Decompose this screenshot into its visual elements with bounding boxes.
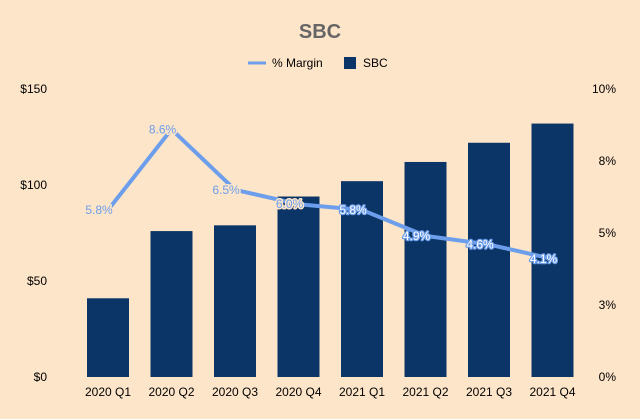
left-tick-label: $100 bbox=[20, 178, 47, 192]
sbc-bar bbox=[214, 225, 256, 377]
x-tick-label: 2021 Q1 bbox=[339, 385, 385, 399]
legend-margin-label: % Margin bbox=[272, 56, 323, 70]
sbc-bar bbox=[277, 196, 320, 377]
chart-title: SBC bbox=[299, 21, 341, 43]
x-tick-label: 2021 Q3 bbox=[466, 385, 512, 399]
x-tick-label: 2020 Q4 bbox=[275, 385, 321, 399]
left-tick-label: $0 bbox=[34, 370, 48, 384]
margin-data-label: 8.6% bbox=[149, 122, 177, 136]
right-tick-label: 5% bbox=[599, 226, 617, 240]
right-tick-label: 8% bbox=[599, 154, 617, 168]
right-tick-label: 10% bbox=[592, 82, 616, 96]
sbc-bars bbox=[87, 123, 574, 377]
legend-sbc-swatch bbox=[344, 57, 356, 69]
margin-data-label: 5.8% bbox=[339, 203, 367, 217]
left-axis: $0 $50 $100 $150 bbox=[20, 82, 47, 384]
margin-data-label: 4.9% bbox=[403, 229, 431, 243]
margin-labels: 5.8% 8.6% 6.5% 6.0% 5.8% 4.9% 4.6% 4.1% bbox=[84, 121, 559, 267]
sbc-bar bbox=[404, 161, 447, 377]
sbc-bar bbox=[531, 123, 574, 377]
left-tick-label: $150 bbox=[20, 82, 47, 96]
left-tick-label: $50 bbox=[27, 274, 47, 288]
x-axis: 2020 Q1 2020 Q2 2020 Q3 2020 Q4 2021 Q1 2021 … bbox=[85, 385, 576, 399]
margin-data-label: 6.0% bbox=[276, 197, 304, 211]
margin-line-path bbox=[106, 127, 555, 261]
right-tick-label: 3% bbox=[599, 298, 617, 312]
margin-data-label: 4.6% bbox=[466, 238, 494, 252]
margin-data-label: 4.1% bbox=[530, 252, 558, 266]
legend: % Margin SBC bbox=[248, 56, 388, 70]
margin-line bbox=[106, 127, 555, 261]
sbc-bar bbox=[87, 298, 129, 377]
x-tick-label: 2020 Q2 bbox=[148, 385, 194, 399]
right-tick-label: 0% bbox=[599, 370, 617, 384]
x-tick-label: 2020 Q1 bbox=[85, 385, 131, 399]
margin-data-label: 5.8% bbox=[85, 203, 113, 217]
right-axis: 0% 3% 5% 8% 10% bbox=[592, 82, 616, 384]
x-tick-label: 2021 Q4 bbox=[529, 385, 575, 399]
sbc-bar bbox=[150, 231, 193, 377]
x-tick-label: 2020 Q3 bbox=[212, 385, 258, 399]
sbc-bar bbox=[468, 142, 510, 377]
legend-sbc-label: SBC bbox=[363, 56, 388, 70]
margin-data-label: 6.5% bbox=[212, 183, 240, 197]
x-tick-label: 2021 Q2 bbox=[402, 385, 448, 399]
